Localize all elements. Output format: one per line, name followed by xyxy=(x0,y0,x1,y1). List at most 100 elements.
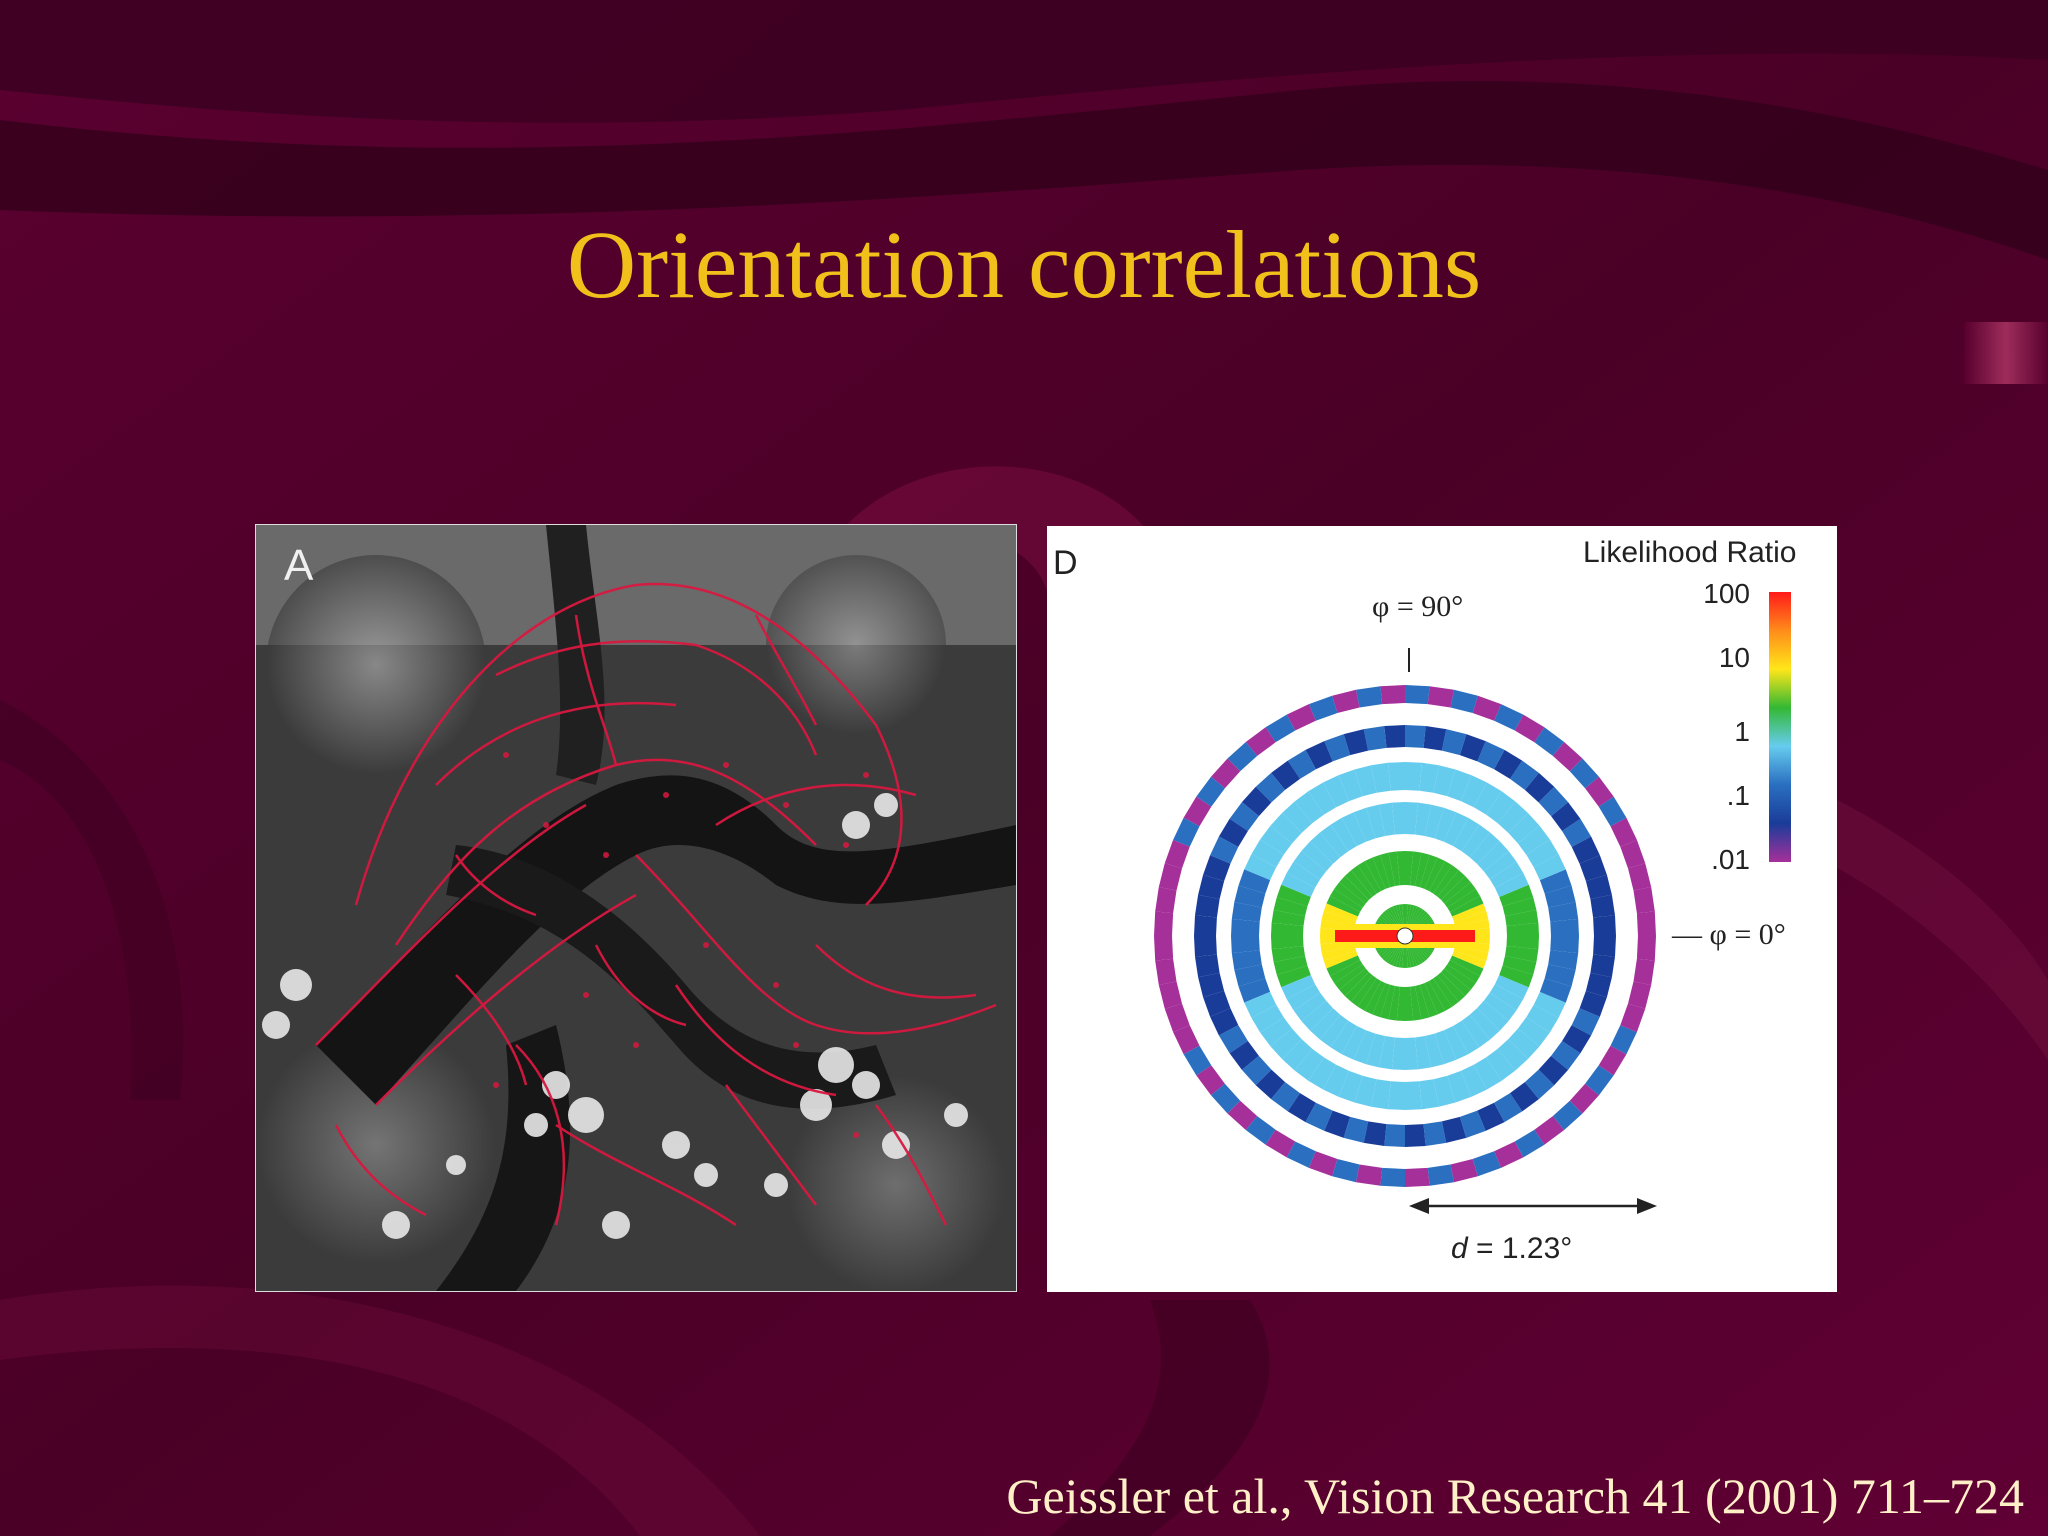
ring-segment xyxy=(1211,1083,1241,1114)
ring-segment xyxy=(1405,725,1426,748)
ring-segment xyxy=(1387,946,1400,965)
ring-segment xyxy=(1494,704,1524,731)
ring-segment xyxy=(1571,836,1600,864)
ring-segment xyxy=(1387,762,1405,791)
ring-segment xyxy=(1548,902,1579,922)
ring-segment xyxy=(1633,887,1655,914)
ring-segment xyxy=(1452,903,1487,922)
ring-segment xyxy=(1238,869,1271,894)
ring-segment xyxy=(1405,1167,1430,1187)
ring-segment xyxy=(1308,782,1337,815)
ring-segment xyxy=(1539,869,1572,894)
ring-segment xyxy=(1332,689,1360,713)
ring-segment xyxy=(1276,884,1311,907)
ring-segment xyxy=(1282,1039,1313,1071)
ring-segment xyxy=(1585,874,1612,900)
ring-segment xyxy=(1459,1110,1486,1138)
ring-segment xyxy=(1234,885,1266,908)
ring-segment xyxy=(1271,760,1300,790)
ring-segment xyxy=(1593,915,1616,936)
center-point xyxy=(1396,927,1414,945)
ring-segment xyxy=(1308,695,1338,721)
ring-segment xyxy=(1323,775,1350,808)
ring-segment xyxy=(1282,801,1313,833)
ring-segment xyxy=(1387,907,1400,926)
ring-segment xyxy=(1508,813,1540,844)
ring-segment xyxy=(1332,1159,1360,1183)
ring-segment xyxy=(1286,1141,1316,1168)
ring-segment xyxy=(1447,769,1472,802)
ring-segment xyxy=(1461,1014,1490,1048)
ring-segment xyxy=(1441,875,1471,904)
ring-segment xyxy=(1444,1026,1469,1060)
ring-segment xyxy=(1460,1064,1487,1097)
ring-segment xyxy=(1271,946,1305,963)
ring-segment xyxy=(1441,1116,1467,1143)
ring-segment xyxy=(1227,1100,1258,1130)
ring-segment xyxy=(1406,947,1412,968)
legend-tick-100: 100 xyxy=(1703,578,1750,609)
ring-segment xyxy=(1419,1079,1439,1110)
ring-segment xyxy=(1338,1070,1363,1103)
ring-segment xyxy=(1255,772,1286,803)
ring-segment xyxy=(1636,911,1656,936)
legend-tick-1: 1 xyxy=(1734,716,1750,747)
ring-segment xyxy=(1593,936,1616,957)
ring-segment xyxy=(1154,936,1174,961)
ring-segment xyxy=(1411,909,1426,927)
ring-segment xyxy=(1270,813,1302,844)
ring-segment xyxy=(1229,802,1259,831)
ring-segment xyxy=(1477,1102,1505,1131)
ring-segment xyxy=(1405,1081,1423,1110)
ring-segment xyxy=(1183,1045,1212,1076)
ring-segment xyxy=(1238,978,1271,1003)
ring-segment xyxy=(1301,841,1333,872)
ring-segment xyxy=(1499,965,1534,988)
ring-segment xyxy=(1343,729,1369,756)
ring-segment xyxy=(1489,861,1524,888)
ring-segment xyxy=(1533,854,1566,881)
ring-segment xyxy=(1334,882,1366,908)
ring-segment xyxy=(1505,909,1539,926)
ring-segment xyxy=(1544,964,1576,987)
ring-segment xyxy=(1477,1000,1509,1031)
ring-segment xyxy=(1450,955,1484,977)
ring-segment xyxy=(1517,1017,1550,1047)
ring-segment xyxy=(1524,772,1555,803)
ring-segment xyxy=(1218,818,1248,847)
ring-segment xyxy=(1408,947,1418,967)
ring-segment xyxy=(1287,1093,1316,1123)
ring-segment xyxy=(1423,726,1447,751)
ring-segment xyxy=(1231,902,1262,922)
ring-segment xyxy=(1407,947,1415,968)
panel-d-label: D xyxy=(1053,544,1078,582)
ring-segment xyxy=(1293,851,1327,880)
distance-arrow-left-head xyxy=(1409,1198,1429,1214)
ring-segment xyxy=(1326,955,1360,977)
ring-segment xyxy=(1344,972,1373,1002)
distance-variable: d xyxy=(1451,1232,1468,1265)
ring-segment xyxy=(1551,1041,1581,1070)
ring-segment xyxy=(1551,802,1581,831)
ring-segment xyxy=(1414,984,1430,1020)
ring-segment xyxy=(1429,861,1453,894)
ring-segment xyxy=(1590,954,1615,978)
ring-segment xyxy=(1203,855,1231,882)
ring-segment xyxy=(1419,762,1439,793)
ring-segment xyxy=(1234,964,1266,987)
ring-segment xyxy=(1419,983,1438,1018)
ring-segment xyxy=(1286,704,1316,731)
ring-segment xyxy=(1366,1033,1386,1068)
ring-segment xyxy=(1164,1003,1190,1033)
ring-segment xyxy=(1550,918,1579,936)
ring-segment xyxy=(1271,936,1304,950)
ring-segment xyxy=(1380,1167,1405,1187)
ring-segment xyxy=(1395,904,1403,925)
ring-segment xyxy=(1271,909,1305,926)
ring-segment xyxy=(1590,894,1615,918)
ring-segment xyxy=(1585,776,1614,807)
ring-segment xyxy=(1164,839,1190,869)
ring-segment xyxy=(1409,906,1421,926)
ring-segment xyxy=(1526,839,1559,868)
ring-segment xyxy=(1424,804,1444,839)
